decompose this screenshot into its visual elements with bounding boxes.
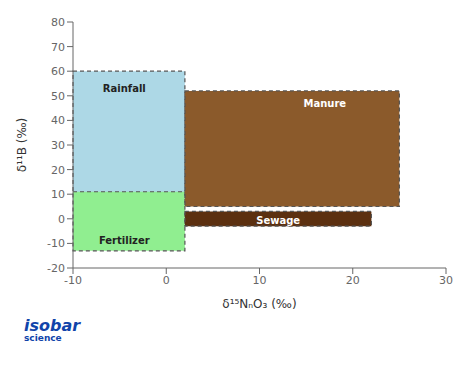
svg-text:10: 10 — [51, 188, 65, 201]
svg-text:δ¹¹B (‰): δ¹¹B (‰) — [15, 118, 29, 172]
svg-text:50: 50 — [51, 90, 65, 103]
svg-text:20: 20 — [346, 274, 360, 287]
svg-text:0: 0 — [58, 213, 65, 226]
svg-text:δ¹⁵NₙO₃ (‰): δ¹⁵NₙO₃ (‰) — [222, 297, 296, 311]
svg-text:60: 60 — [51, 65, 65, 78]
svg-text:-20: -20 — [47, 262, 65, 275]
svg-text:30: 30 — [439, 274, 453, 287]
svg-text:-10: -10 — [47, 237, 65, 250]
svg-text:20: 20 — [51, 164, 65, 177]
svg-text:70: 70 — [51, 41, 65, 54]
svg-text:30: 30 — [51, 139, 65, 152]
html-text:science: science — [24, 333, 62, 343]
svg-text:-10: -10 — [64, 274, 82, 287]
html-text:isobar: isobar — [24, 316, 81, 335]
svg-text:Rainfall: Rainfall — [103, 83, 146, 94]
svg-text:0: 0 — [163, 274, 170, 287]
svg-text:Sewage: Sewage — [256, 215, 300, 226]
svg-text:Fertilizer: Fertilizer — [99, 235, 150, 246]
svg-text:10: 10 — [253, 274, 267, 287]
svg-text:80: 80 — [51, 16, 65, 29]
svg-text:Manure: Manure — [303, 98, 346, 109]
svg-text:40: 40 — [51, 114, 65, 127]
